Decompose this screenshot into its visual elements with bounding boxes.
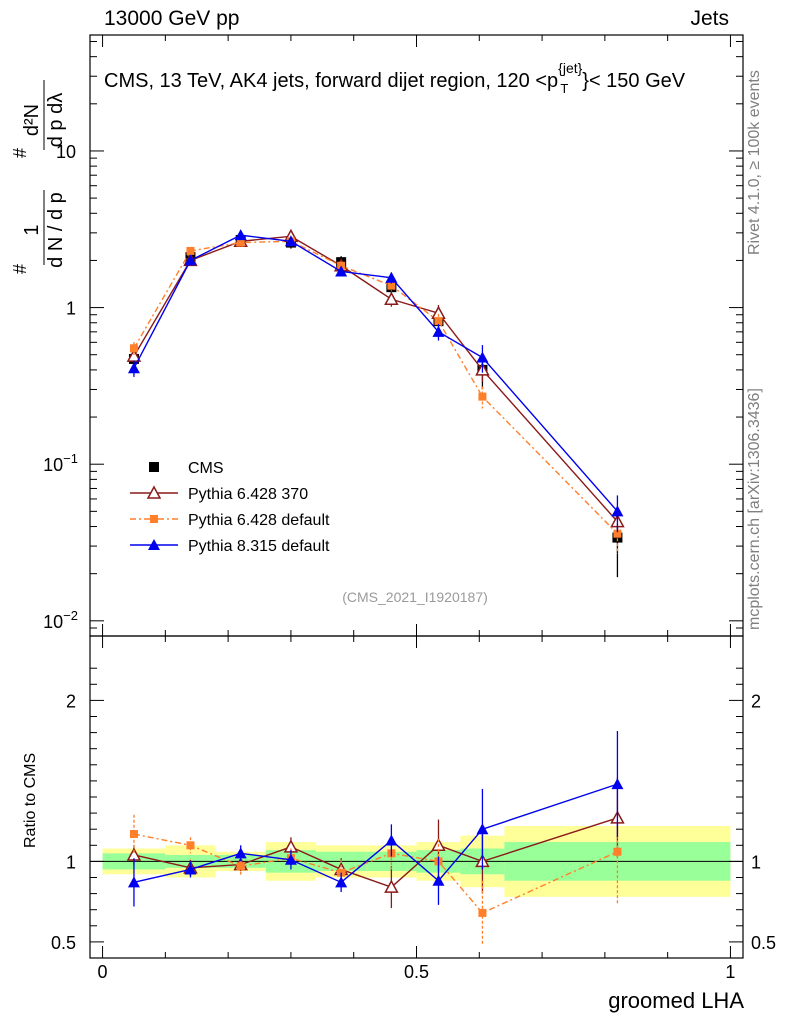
analysis-id: (CMS_2021_I1920187): [342, 589, 488, 605]
series-1-main-point: [478, 392, 487, 401]
legend-marker-1: [150, 515, 158, 523]
series-2-main-point: [476, 351, 489, 363]
ratio-y-tick-label-right: 2: [751, 691, 761, 711]
series-2-ratio-point: [385, 834, 398, 846]
series-2-ratio-point: [127, 876, 140, 888]
series-1-ratio-point: [186, 841, 195, 850]
series-2-main-point: [284, 235, 297, 247]
y-tick-label: 10−1: [43, 451, 78, 475]
svg-text:d p dλ: d p dλ: [45, 93, 67, 147]
series-2-ratio-point: [184, 863, 197, 875]
series-2-main-point: [234, 229, 247, 241]
legend-label: CMS: [188, 460, 224, 477]
legend-marker-2: [148, 539, 160, 550]
series-2-ratio-point: [335, 876, 348, 888]
collision-label: 13000 GeV pp: [104, 7, 240, 30]
svg-text:1: 1: [21, 224, 43, 235]
series-1-main-point: [186, 246, 195, 255]
series-2-main-point: [127, 362, 140, 374]
series-2-main-point: [611, 505, 624, 517]
series-2-ratio-point: [476, 823, 489, 835]
svg-text:d²N: d²N: [21, 104, 43, 136]
legend-label: Pythia 8.315 default: [188, 538, 330, 555]
y-tick-label: 1: [66, 299, 76, 319]
series-2-ratio-point: [432, 874, 445, 886]
series-1-ratio-point: [478, 908, 487, 917]
x-axis-label: groomed LHA: [608, 988, 744, 1013]
series-1-ratio-point: [613, 847, 622, 856]
svg-text:#: #: [10, 264, 30, 274]
ratio-y-tick-label: 1: [66, 852, 76, 872]
x-tick-label: 0.5: [404, 962, 429, 982]
ratio-y-tick-label-right: 1: [751, 852, 761, 872]
series-0-main-point: [384, 291, 399, 306]
series-1-ratio-point: [236, 862, 245, 871]
ratio-y-tick-label: 0.5: [51, 933, 76, 953]
svg-text:d N / d p: d N / d p: [45, 192, 67, 268]
series-2-main-point: [184, 254, 197, 266]
series-1-main-point: [129, 344, 138, 353]
series-2-ratio-point: [284, 853, 297, 865]
series-0-ratio-point: [384, 879, 399, 893]
series-2-main-point: [385, 271, 398, 283]
series-2-main-point: [432, 325, 445, 337]
series-1-main-point: [236, 238, 245, 247]
y-tick-label: 10: [56, 142, 76, 162]
legend-marker-0: [146, 485, 162, 499]
y-tick-label: 10−2: [43, 608, 78, 632]
series-0-main-line: [133, 235, 618, 523]
series-2-main-point: [335, 265, 348, 277]
series-2-ratio-point: [234, 847, 247, 859]
series-1-ratio-point: [129, 830, 138, 839]
series-1-main-point: [387, 281, 396, 290]
svg-text:#: #: [10, 148, 30, 158]
category-label: Jets: [690, 7, 729, 30]
series-2-ratio-point: [611, 778, 624, 790]
x-tick-label: 0: [98, 962, 108, 982]
ratio-y-tick-label: 2: [66, 691, 76, 711]
legend-label: Pythia 6.428 370: [188, 486, 308, 503]
ratio-y-tick-label-right: 0.5: [751, 933, 776, 953]
x-tick-label: 1: [725, 962, 735, 982]
ratio-plot-frame: [89, 635, 744, 959]
series-1-main-point: [434, 317, 443, 326]
series-1-main-point: [613, 529, 622, 538]
main-y-axis-label: #1 d N / d p # d²N d p dλ: [10, 80, 67, 274]
legend-label: Pythia 6.428 default: [188, 512, 330, 529]
plot-title: CMS, 13 TeV, AK4 jets, forward dijet reg…: [104, 60, 686, 96]
rivet-version-label: Rivet 4.1.0, ≥ 100k events: [746, 70, 763, 255]
legend-marker-cms: [149, 462, 159, 472]
ratio-y-axis-label: Ratio to CMS: [22, 752, 39, 848]
